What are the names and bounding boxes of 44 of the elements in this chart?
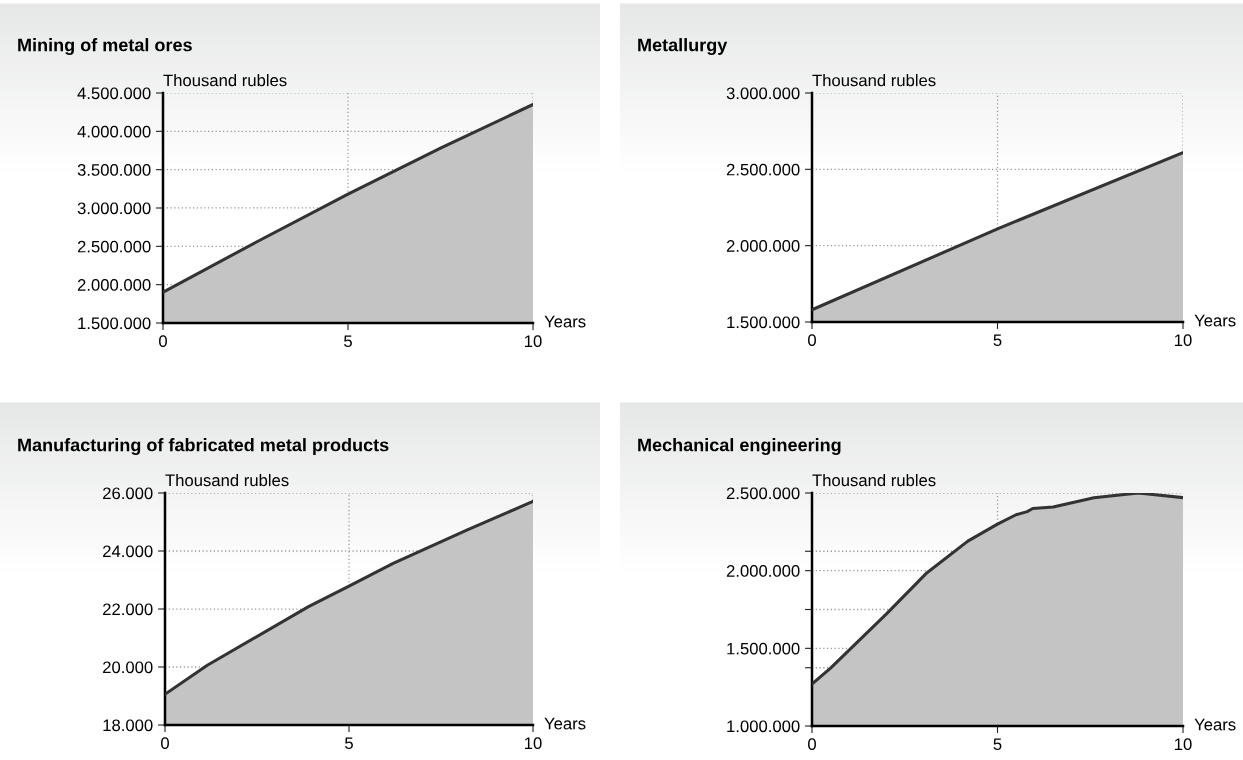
y-tick-label: 1.000.000 [727,720,800,733]
y-tick-label: 3.000.000 [726,87,800,100]
chart-title: Mining of metal ores [18,38,192,55]
x-axis-title: Years [544,717,586,730]
chart-title: Mechanical engineering [638,438,841,455]
y-axis-title: Thousand rubles [165,473,289,487]
chart-title: Manufacturing of fabricated metal products [18,438,389,455]
y-axis-title: Thousand rubles [812,473,936,487]
chart-title: Metallurgy [638,38,728,55]
x-axis-title: Years [1194,314,1236,327]
y-tick-label: 1.500.000 [78,317,151,330]
y-axis-title: Thousand rubles [163,74,287,87]
y-axis-title: Thousand rubles [812,74,936,87]
y-tick-label: 3.500.000 [77,164,151,176]
x-tick-label: 10 [525,737,542,750]
y-tick-label: 18.000 [103,719,153,732]
x-tick-label: 10 [525,335,542,348]
y-tick-label: 24.000 [103,545,153,558]
y-tick-label: 2.000.000 [77,279,151,291]
x-axis-title: Years [544,315,586,328]
x-tick-label: 5 [993,334,1002,347]
x-tick-label: 10 [1175,334,1192,347]
x-tick-label: 0 [808,738,816,751]
y-tick-label: 20.000 [103,661,153,674]
y-tick-label: 1.500.000 [727,316,800,329]
y-tick-label: 2.000.000 [726,565,800,577]
x-tick-label: 5 [345,737,353,750]
y-tick-label: 3.000.000 [77,202,151,215]
y-tick-label: 4.000.000 [77,125,151,138]
y-tick-label: 2.000.000 [726,240,800,252]
y-tick-label: 2.500.000 [726,163,800,176]
x-tick-label: 0 [808,334,816,347]
x-tick-label: 5 [344,335,352,348]
x-tick-label: 10 [1175,738,1192,751]
y-tick-label: 2.500.000 [726,487,800,500]
x-tick-label: 0 [161,737,169,750]
x-axis-title: Years [1194,718,1236,731]
y-tick-label: 2.500.000 [77,240,151,253]
y-tick-label: 4.500.000 [77,87,151,100]
x-tick-label: 0 [159,335,167,348]
y-tick-label: 26.000 [103,487,153,500]
y-tick-label: 22.000 [103,603,153,616]
x-tick-label: 5 [993,738,1002,751]
y-tick-label: 1.500.000 [727,642,800,655]
